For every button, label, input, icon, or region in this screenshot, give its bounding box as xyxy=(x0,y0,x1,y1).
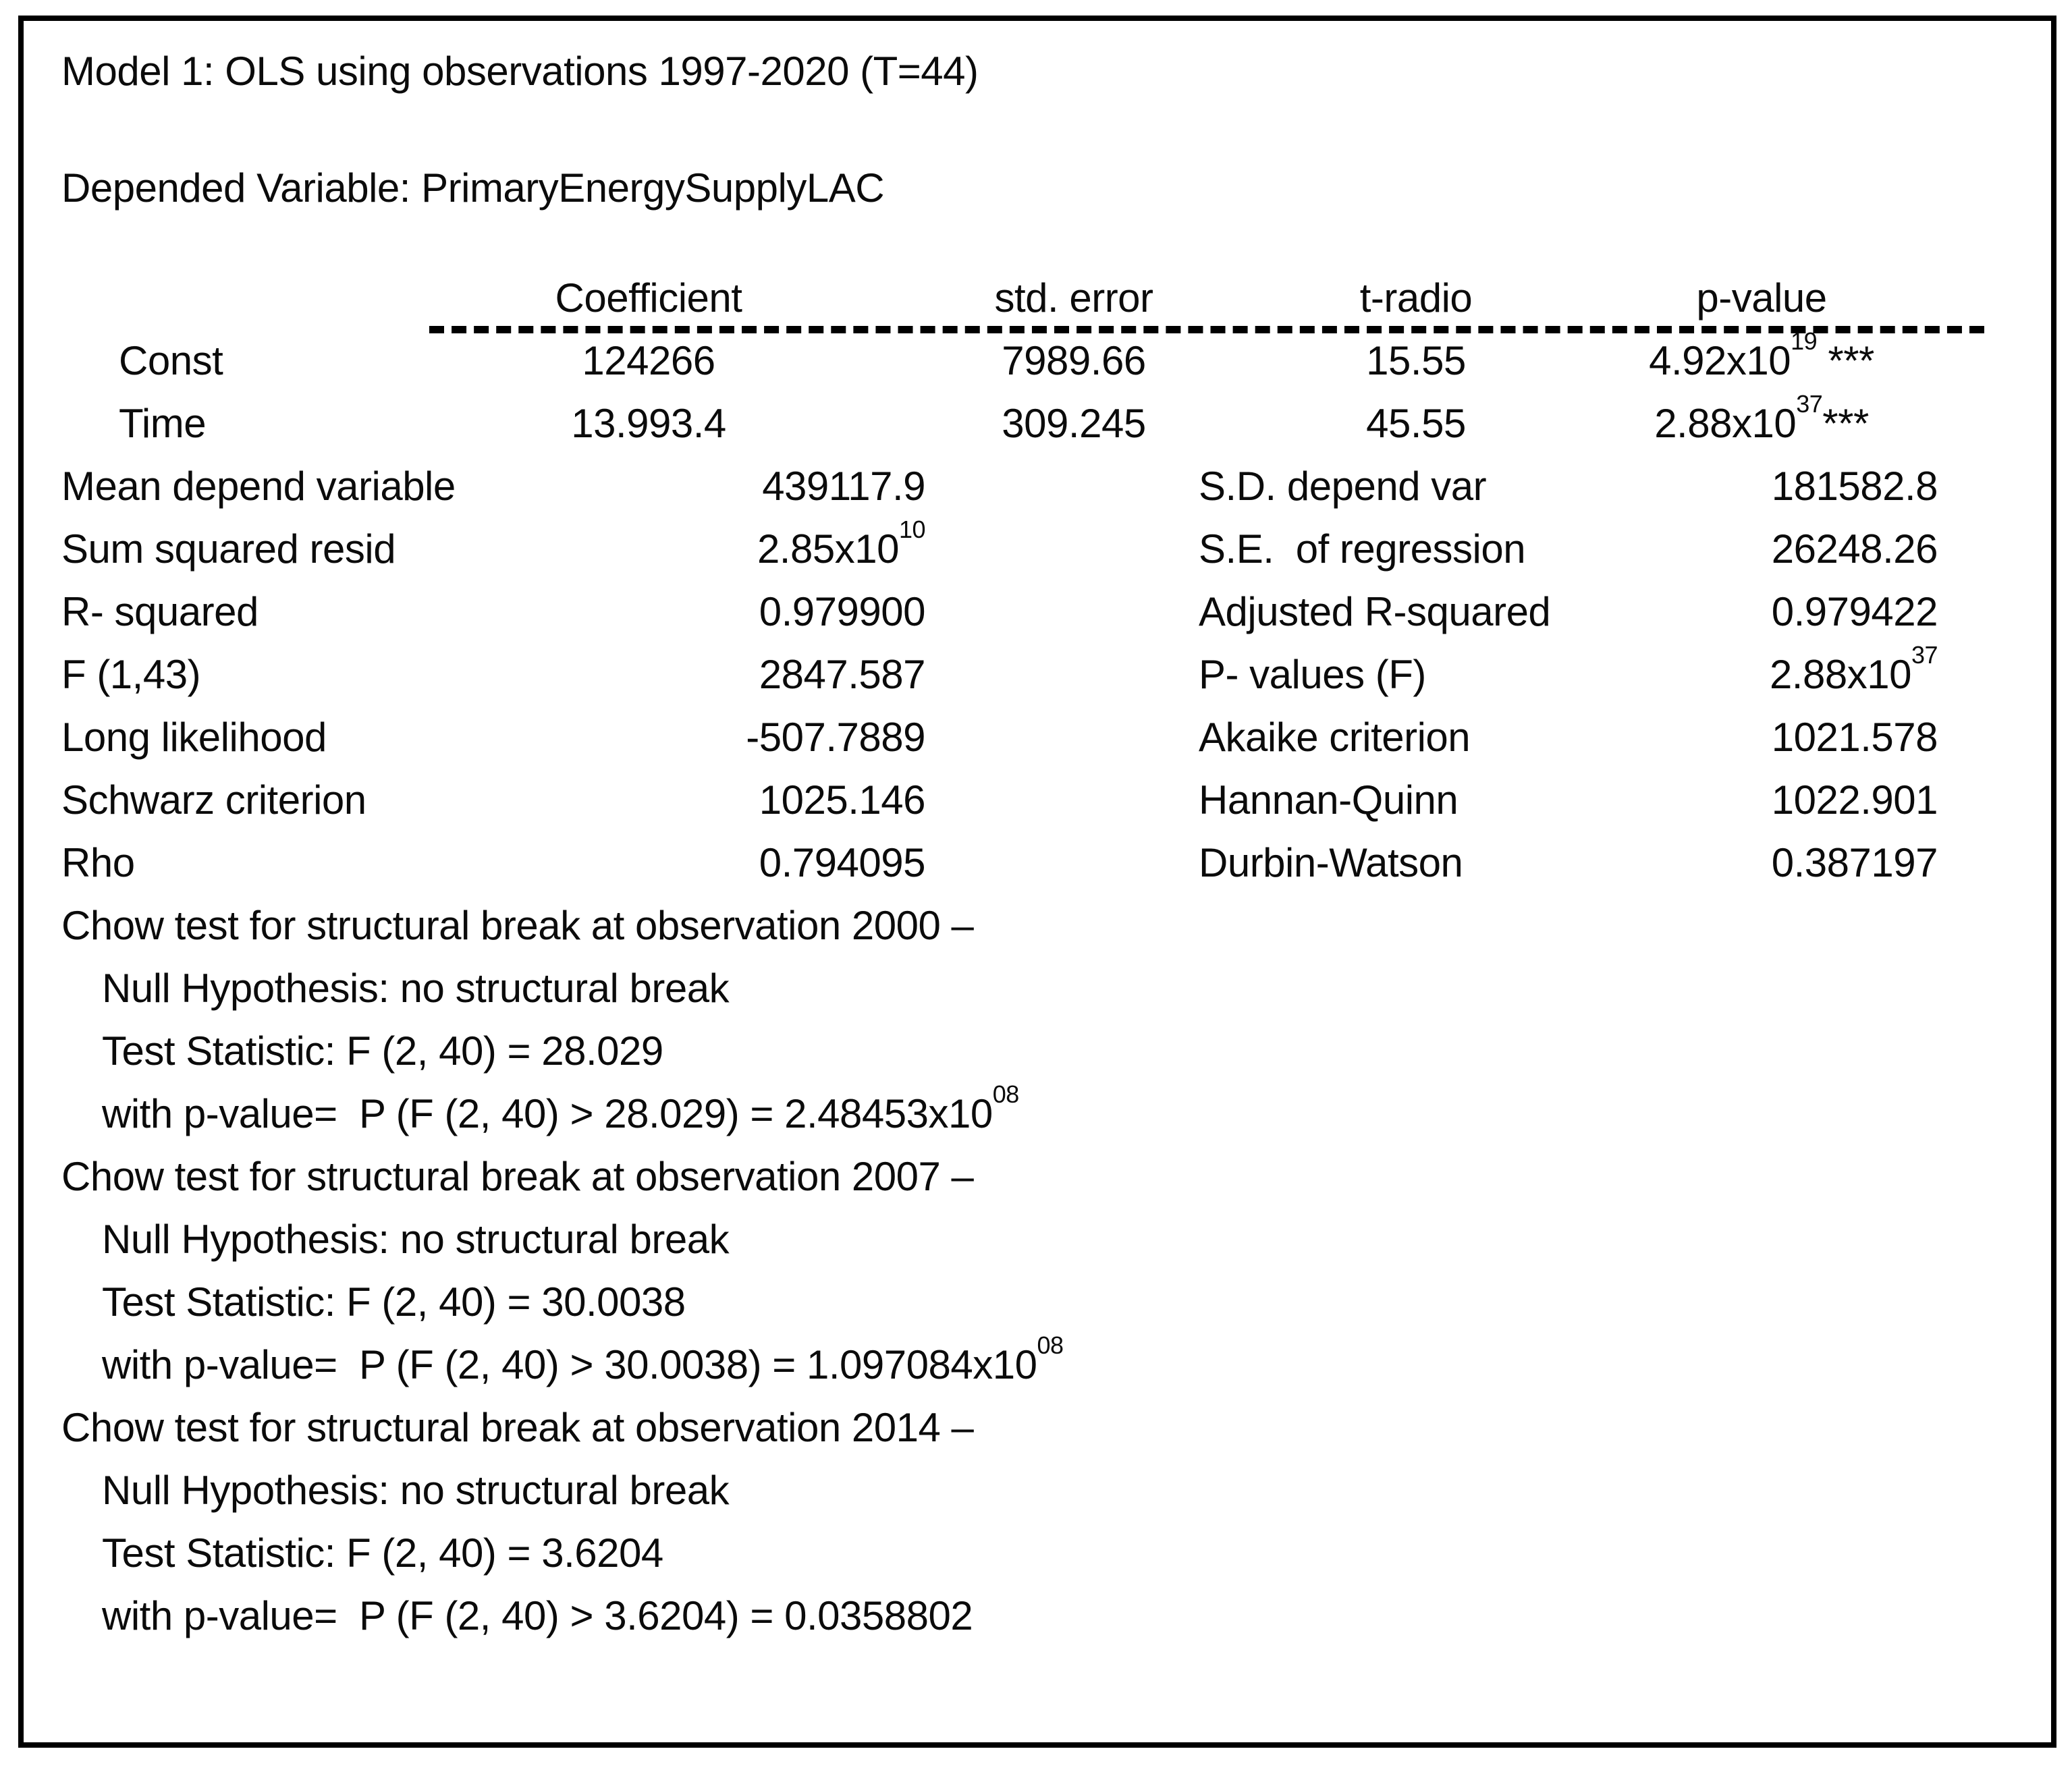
chow-p-value-exponent: 08 xyxy=(1037,1331,1064,1359)
coefficient-table: Coefficient std. error t-radio p-value C… xyxy=(61,267,2051,455)
stat-value-text: 439117.9 xyxy=(762,464,925,509)
stat-value-text: 0.979900 xyxy=(759,589,926,634)
stat-value-exponent: 37 xyxy=(1911,641,1938,669)
chow-test-2000: Chow test for structural break at observ… xyxy=(61,894,2051,1145)
column-header-coefficient: Coefficient xyxy=(555,275,742,321)
stat-value-rho: 0.794095 xyxy=(520,831,926,894)
column-header-t-ratio: t-radio xyxy=(1359,275,1473,321)
table-corner-spacer xyxy=(61,267,429,329)
stat-value-text: 1021.578 xyxy=(1771,715,1938,760)
time-significance-stars: *** xyxy=(1822,401,1869,446)
stat-label-hannan-quinn: Hannan-Quinn xyxy=(1199,777,1458,823)
chow-null-hypothesis: Null Hypothesis: no structural break xyxy=(102,1468,730,1513)
column-header-p-value: p-value xyxy=(1696,275,1827,321)
chow-tests-section: Chow test for structural break at observ… xyxy=(61,894,2051,1647)
const-p-value-exponent: 19 xyxy=(1791,327,1818,355)
stats-column-gap xyxy=(925,580,1199,643)
chow-test-heading: Chow test for structural break at observ… xyxy=(61,1405,974,1450)
stat-value-adjusted-r-squared: 0.979422 xyxy=(1671,580,1938,643)
const-coefficient: 124266 xyxy=(582,338,715,383)
table-separator-dashed-line xyxy=(429,326,1984,333)
stats-column-gap xyxy=(925,706,1199,769)
stat-label-p-values-f: P- values (F) xyxy=(1199,652,1426,697)
const-p-value: 4.92x1019 *** xyxy=(1552,329,1971,392)
chow-test-heading: Chow test for structural break at observ… xyxy=(61,903,974,948)
stat-value-mean-depend-variable: 439117.9 xyxy=(520,455,925,518)
stat-value-hannan-quinn: 1022.901 xyxy=(1671,769,1938,831)
time-p-value-base: 2.88x10 xyxy=(1654,401,1797,446)
const-significance-stars: *** xyxy=(1817,338,1874,383)
stat-label-f-1-43: F (1,43) xyxy=(61,652,201,697)
stat-label-long-likelihood: Long likelihood xyxy=(61,715,327,760)
stat-value-p-values-f: 2.88x1037 xyxy=(1671,643,1938,706)
chow-p-value-text: with p-value= P (F (2, 40) > 30.0038) = … xyxy=(102,1342,1037,1387)
row-label-const: Const xyxy=(119,338,223,383)
stat-label-adjusted-r-squared: Adjusted R-squared xyxy=(1199,589,1551,634)
chow-test-statistic: Test Statistic: F (2, 40) = 28.029 xyxy=(102,1028,663,1074)
chow-p-value-exponent: 08 xyxy=(992,1080,1020,1108)
row-label-time: Time xyxy=(119,401,207,446)
stat-value-text: 0.979422 xyxy=(1771,589,1938,634)
stat-value-text: 26248.26 xyxy=(1771,526,1938,572)
stat-value-text: 181582.8 xyxy=(1771,464,1938,509)
stat-label-mean-depend-variable: Mean depend variable xyxy=(61,464,456,509)
chow-p-value-line: with p-value= P (F (2, 40) > 3.6204) = 0… xyxy=(61,1584,2051,1647)
stat-value-exponent: 10 xyxy=(898,516,926,543)
stat-value-r-squared: 0.979900 xyxy=(520,580,926,643)
stat-value-akaike-criterion: 1021.578 xyxy=(1671,706,1938,769)
chow-null-hypothesis: Null Hypothesis: no structural break xyxy=(102,966,730,1011)
stat-value-text: 2.88x10 xyxy=(1769,652,1912,697)
stat-value-se-of-regression: 26248.26 xyxy=(1671,518,1938,580)
stat-label-akaike-criterion: Akaike criterion xyxy=(1199,715,1471,760)
stat-label-r-squared: R- squared xyxy=(61,589,258,634)
stat-label-se-of-regression: S.E. of regression xyxy=(1199,526,1526,572)
stats-column-gap xyxy=(925,518,1199,580)
stats-column-gap xyxy=(925,831,1199,894)
stat-label-sd-depend-var: S.D. depend var xyxy=(1199,464,1487,509)
model-title: Model 1: OLS using observations 1997-202… xyxy=(61,49,979,94)
column-header-std-error: std. error xyxy=(994,275,1153,321)
const-p-value-base: 4.92x10 xyxy=(1649,338,1791,383)
stat-value-text: -507.7889 xyxy=(746,715,925,760)
stat-value-f-1-43: 2847.587 xyxy=(520,643,926,706)
chow-test-statistic: Test Statistic: F (2, 40) = 30.0038 xyxy=(102,1279,686,1325)
summary-statistics: Mean depend variable 439117.9 S.D. depen… xyxy=(61,455,2051,894)
stat-value-text: 2.85x10 xyxy=(757,526,900,572)
time-p-value: 2.88x1037*** xyxy=(1552,392,1971,455)
stat-value-text: 1022.901 xyxy=(1771,777,1938,823)
chow-p-value-text: with p-value= P (F (2, 40) > 28.029) = 2… xyxy=(102,1091,993,1136)
stat-value-long-likelihood: -507.7889 xyxy=(520,706,925,769)
chow-test-statistic: Test Statistic: F (2, 40) = 3.6204 xyxy=(102,1530,663,1576)
stat-value-text: 2847.587 xyxy=(759,652,926,697)
results-frame: Model 1: OLS using observations 1997-202… xyxy=(18,16,2056,1748)
stat-value-text: 0.794095 xyxy=(759,840,926,885)
chow-test-2014: Chow test for structural break at observ… xyxy=(61,1396,2051,1647)
chow-p-value-text: with p-value= P (F (2, 40) > 3.6204) = 0… xyxy=(102,1593,973,1638)
stat-value-text: 1025.146 xyxy=(759,777,926,823)
stat-value-text: 0.387197 xyxy=(1771,840,1938,885)
time-p-value-exponent: 37 xyxy=(1796,390,1823,418)
stats-column-gap xyxy=(925,643,1199,706)
time-std-error: 309.245 xyxy=(1002,401,1146,446)
chow-test-heading: Chow test for structural break at observ… xyxy=(61,1154,974,1199)
stat-label-sum-squared-resid: Sum squared resid xyxy=(61,526,396,572)
stats-column-gap xyxy=(925,455,1199,518)
chow-test-2007: Chow test for structural break at observ… xyxy=(61,1145,2051,1396)
chow-p-value-line: with p-value= P (F (2, 40) > 30.0038) = … xyxy=(61,1333,2051,1396)
chow-p-value-line: with p-value= P (F (2, 40) > 28.029) = 2… xyxy=(61,1082,2051,1145)
const-std-error: 7989.66 xyxy=(1002,338,1146,383)
const-t-ratio: 15.55 xyxy=(1366,338,1466,383)
stat-value-durbin-watson: 0.387197 xyxy=(1671,831,1938,894)
stats-column-gap xyxy=(925,769,1199,831)
stat-label-durbin-watson: Durbin-Watson xyxy=(1199,840,1463,885)
stat-value-sum-squared-resid: 2.85x1010 xyxy=(520,516,926,580)
time-t-ratio: 45.55 xyxy=(1366,401,1466,446)
dependent-variable-line: Depended Variable: PrimaryEnergySupplyLA… xyxy=(61,165,885,211)
stat-value-sd-depend-var: 181582.8 xyxy=(1671,455,1938,518)
stat-label-schwarz-criterion: Schwarz criterion xyxy=(61,777,366,823)
stat-value-schwarz-criterion: 1025.146 xyxy=(520,769,926,831)
chow-null-hypothesis: Null Hypothesis: no structural break xyxy=(102,1217,730,1262)
time-coefficient: 13.993.4 xyxy=(571,401,726,446)
stat-label-rho: Rho xyxy=(61,840,135,885)
